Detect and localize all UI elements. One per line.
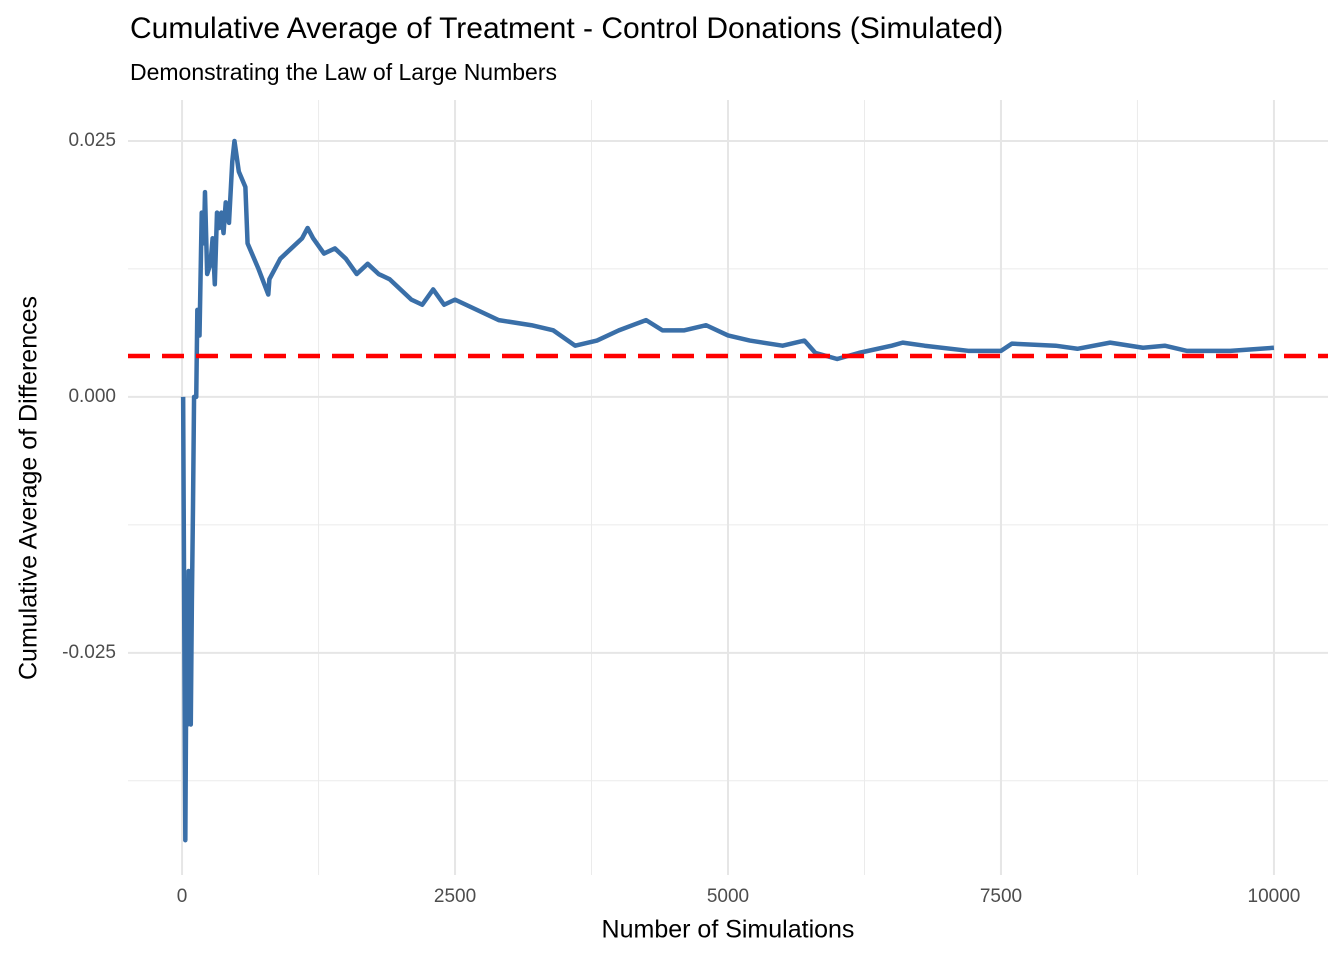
chart-subtitle: Demonstrating the Law of Large Numbers <box>130 59 557 85</box>
x-tick-label: 2500 <box>434 886 476 907</box>
x-tick-label: 10000 <box>1248 886 1301 907</box>
y-tick-label: 0.000 <box>68 386 116 407</box>
y-axis-label: Cumulative Average of Differences <box>15 296 43 680</box>
y-tick-label: 0.025 <box>68 130 116 151</box>
data-line <box>180 138 1275 843</box>
x-tick-label: 0 <box>177 886 188 907</box>
x-tick-label: 7500 <box>980 886 1022 907</box>
chart-title: Cumulative Average of Treatment - Contro… <box>130 12 1003 45</box>
y-tick-label: -0.025 <box>62 642 116 663</box>
x-tick-label: 5000 <box>707 886 749 907</box>
x-axis-label: Number of Simulations <box>602 916 855 944</box>
